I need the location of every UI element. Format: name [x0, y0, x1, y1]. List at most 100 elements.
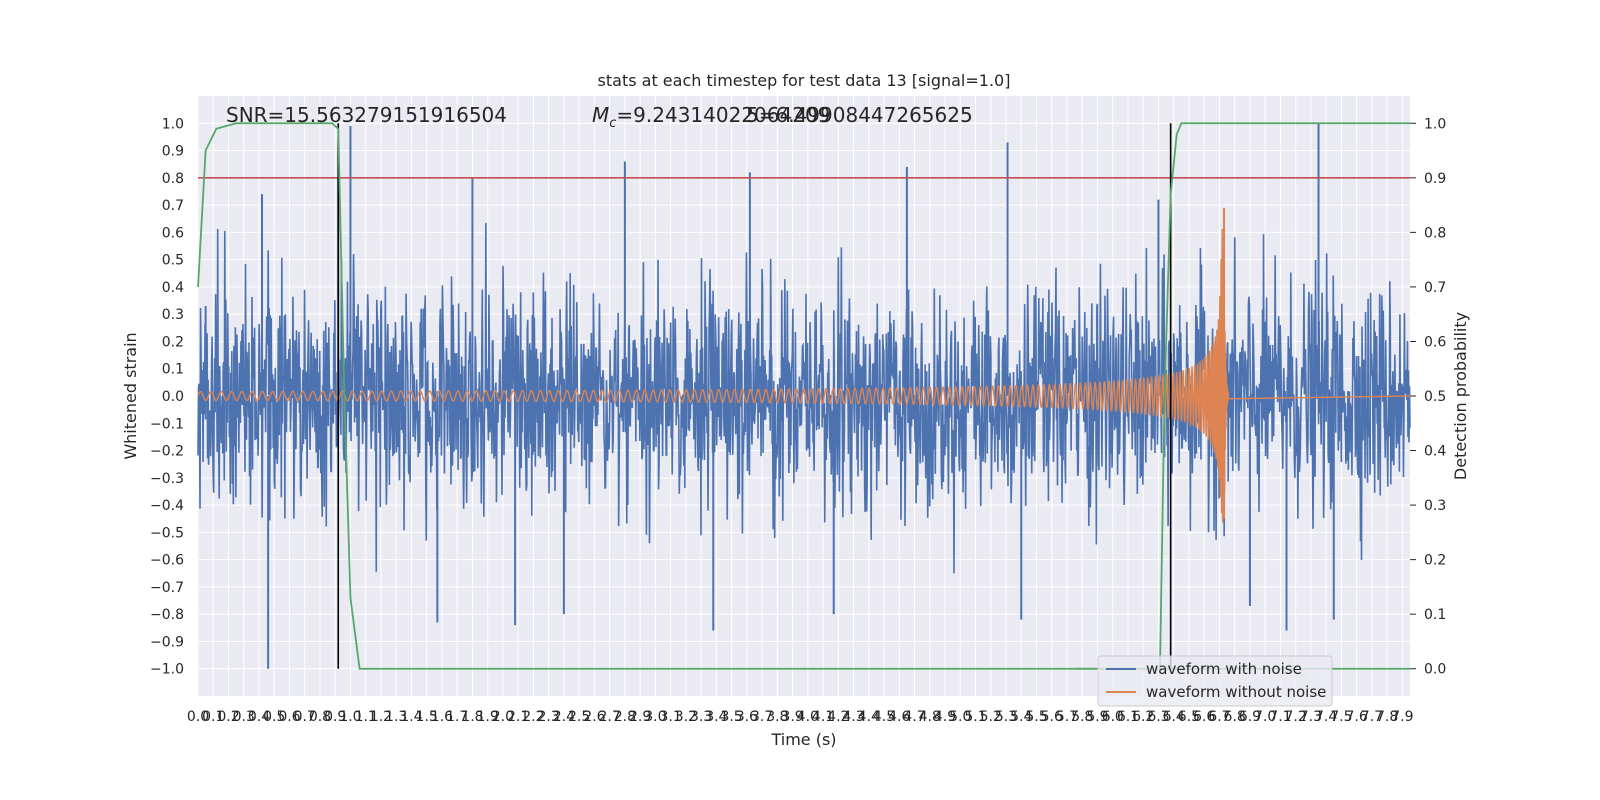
- x-tick-label: 2.3: [538, 709, 560, 725]
- x-tick-label: 0.3: [233, 709, 255, 725]
- x-tick-label: 6.8: [1224, 709, 1246, 725]
- y-axis-label: Whitened strain: [121, 332, 140, 459]
- x-tick-label: 2.9: [629, 709, 651, 725]
- x-tick-label: 6.5: [1178, 709, 1200, 725]
- x-tick-label: 2.8: [614, 709, 636, 725]
- x-tick-label: 5.0: [949, 709, 971, 725]
- y-tick-label: 0.6: [162, 225, 184, 241]
- y-tick-label: 0.1: [162, 362, 184, 378]
- x-tick-label: 7.4: [1315, 709, 1337, 725]
- x-tick-label: 7.6: [1346, 709, 1368, 725]
- y2-tick-label: 1.0: [1424, 116, 1446, 132]
- x-tick-label: 5.8: [1071, 709, 1093, 725]
- x-tick-label: 7.9: [1391, 709, 1413, 725]
- x-tick-label: 3.2: [675, 709, 697, 725]
- x-tick-label: 6.9: [1239, 709, 1261, 725]
- y-tick-label: −1.0: [150, 662, 184, 678]
- y2-tick-label: 0.0: [1424, 662, 1446, 678]
- tick-labels: 0.00.10.20.30.40.50.60.70.80.91.01.11.21…: [150, 116, 1446, 725]
- x-tick-label: 6.1: [1117, 709, 1139, 725]
- x-tick-label: 5.5: [1025, 709, 1047, 725]
- mc-subscript: c: [609, 116, 616, 131]
- x-tick-label: 2.2: [522, 709, 544, 725]
- y2-tick-label: 0.2: [1424, 553, 1446, 569]
- series-waveform-without-noise: [197, 222, 1411, 523]
- x-tick-label: 0.2: [217, 709, 239, 725]
- y2-tick-label: 0.1: [1424, 607, 1446, 623]
- x-tick-label: 1.3: [385, 709, 407, 725]
- x-tick-label: 5.6: [1041, 709, 1063, 725]
- x-tick-label: 3.0: [644, 709, 666, 725]
- x-tick-label: 1.9: [477, 709, 499, 725]
- y2-tick-label: 0.5: [1424, 389, 1446, 405]
- y2-tick-label: 0.9: [1424, 171, 1446, 187]
- y2-tick-label: 0.3: [1424, 498, 1446, 514]
- y-tick-label: −0.8: [150, 607, 184, 623]
- x-tick-label: 0.0: [187, 709, 209, 725]
- x-tick-label: 3.5: [720, 709, 742, 725]
- x-tick-label: 3.4: [705, 709, 727, 725]
- y-tick-label: −0.7: [150, 580, 184, 596]
- y2-axis-label: Detection probability: [1451, 312, 1470, 480]
- mc-value: =9.24314022064209: [616, 103, 830, 127]
- x-tick-label: 7.0: [1254, 709, 1276, 725]
- y-tick-label: 0.8: [162, 171, 184, 187]
- x-tick-label: 6.2: [1132, 709, 1154, 725]
- legend-label-clean: waveform without noise: [1146, 683, 1326, 701]
- x-tick-label: 4.4: [858, 709, 880, 725]
- x-tick-label: 0.9: [324, 709, 346, 725]
- y2-tick-label: 0.4: [1424, 444, 1446, 460]
- y-tick-label: −0.3: [150, 471, 184, 487]
- x-tick-label: 0.5: [263, 709, 285, 725]
- x-tick-label: 2.0: [492, 709, 514, 725]
- y-tick-label: 0.0: [162, 389, 184, 405]
- x-tick-label: 5.4: [1010, 709, 1032, 725]
- y-tick-label: 0.3: [162, 307, 184, 323]
- y2-tick-label: 0.7: [1424, 280, 1446, 296]
- x-tick-label: 5.3: [995, 709, 1017, 725]
- x-tick-label: 0.4: [248, 709, 270, 725]
- x-tick-label: 4.3: [842, 709, 864, 725]
- y2-tick-label: 0.6: [1424, 334, 1446, 350]
- mc-symbol: M: [592, 103, 609, 127]
- y-tick-label: 0.4: [162, 280, 184, 296]
- x-tick-label: 4.8: [919, 709, 941, 725]
- x-tick-label: 7.5: [1330, 709, 1352, 725]
- y-tick-label: −0.4: [150, 498, 184, 514]
- x-tick-label: 5.1: [964, 709, 986, 725]
- y-tick-label: 0.9: [162, 144, 184, 160]
- x-tick-label: 0.6: [278, 709, 300, 725]
- legend-label-noise: waveform with noise: [1146, 660, 1302, 678]
- x-tick-label: 3.9: [781, 709, 803, 725]
- y-tick-label: −0.2: [150, 444, 184, 460]
- y2-tick-label: 0.8: [1424, 225, 1446, 241]
- y-tick-label: −0.5: [150, 525, 184, 541]
- y-tick-label: 0.5: [162, 253, 184, 269]
- x-tick-label: 3.8: [766, 709, 788, 725]
- x-tick-label: 7.8: [1376, 709, 1398, 725]
- x-tick-label: 7.1: [1269, 709, 1291, 725]
- x-tick-label: 2.4: [553, 709, 575, 725]
- chart-title: stats at each timestep for test data 13 …: [598, 71, 1011, 90]
- y-tick-label: −0.9: [150, 634, 184, 650]
- x-tick-label: 4.6: [888, 709, 910, 725]
- x-tick-label: 7.7: [1361, 709, 1383, 725]
- series-detection-probability: [197, 122, 1410, 670]
- x-tick-label: 3.6: [736, 709, 758, 725]
- x-tick-label: 2.7: [598, 709, 620, 725]
- x-tick-label: 2.6: [583, 709, 605, 725]
- legend: waveform with noise waveform without noi…: [1097, 655, 1333, 707]
- snr-annotation: SNR=15.563279151916504: [226, 103, 507, 127]
- x-tick-label: 4.9: [934, 709, 956, 725]
- x-tick-label: 0.1: [202, 709, 224, 725]
- x-tick-label: 1.4: [400, 709, 422, 725]
- x-tick-label: 0.7: [294, 709, 316, 725]
- x-tick-label: 4.0: [797, 709, 819, 725]
- x-tick-label: 2.1: [507, 709, 529, 725]
- series-layer: [197, 122, 1411, 670]
- x-tick-label: 1.6: [431, 709, 453, 725]
- x-tick-label: 2.5: [568, 709, 590, 725]
- x-tick-label: 6.6: [1193, 709, 1215, 725]
- overlapping-annotation: 5=6.49908447265625: [746, 103, 973, 127]
